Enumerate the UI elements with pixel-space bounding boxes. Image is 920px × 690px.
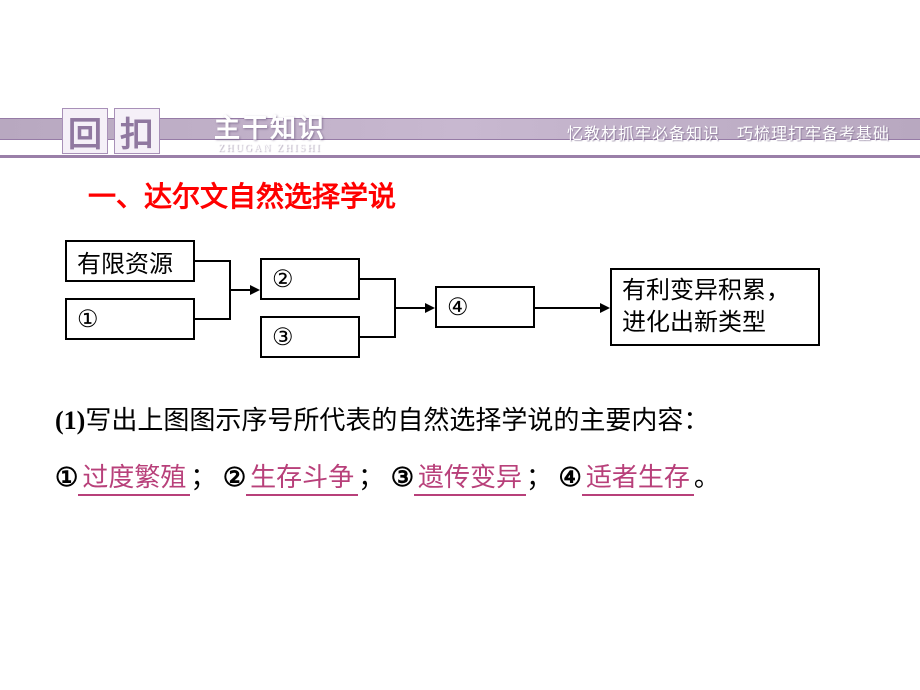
result-line2: 进化出新类型 (622, 307, 766, 339)
sep-2: ； (358, 463, 384, 492)
box-1: ① (65, 298, 195, 340)
box-2: ② (260, 258, 360, 300)
box-3: ③ (260, 316, 360, 358)
header-band: 回 扣 主干知识 ZHUGAN ZHISHI 忆教材抓牢必备知识 巧梳理打牢备考… (0, 100, 920, 155)
zhugan-cn: 主干知识 (190, 108, 350, 145)
ans-num-2: ② (223, 449, 246, 506)
ans-num-1: ① (55, 449, 78, 506)
huikou-char-1: 回 (62, 108, 108, 154)
sep-3: ； (526, 463, 552, 492)
ans-text-4: 适者生存 (582, 463, 694, 496)
flow-diagram: 有限资源 ① ② ③ ④ 有利变异积累， 进化出新类型 (55, 230, 865, 370)
ans-text-2: 生存斗争 (246, 463, 358, 496)
box-result: 有利变异积累， 进化出新类型 (610, 268, 820, 346)
box-resources: 有限资源 (65, 240, 195, 282)
ans-num-4: ④ (559, 449, 582, 506)
section-title: 一、达尔文自然选择学说 (88, 175, 396, 215)
band-right-text: 忆教材抓牢必备知识 巧梳理打牢备考基础 (567, 120, 890, 144)
q-prefix: (1) (55, 406, 85, 435)
sep-1: ； (190, 463, 216, 492)
ans-text-3: 遗传变异 (414, 463, 526, 496)
q-prompt: 写出上图图示序号所代表的自然选择学说的主要内容： (85, 406, 709, 435)
huikou-box: 回 扣 (62, 108, 160, 154)
question-block: (1)写出上图图示序号所代表的自然选择学说的主要内容： ①过度繁殖； ②生存斗争… (55, 392, 865, 506)
zhugan-block: 主干知识 ZHUGAN ZHISHI (190, 108, 350, 154)
ans-num-3: ③ (391, 449, 414, 506)
huikou-char-2: 扣 (114, 108, 160, 154)
end-mark: 。 (694, 463, 720, 492)
ans-text-1: 过度繁殖 (78, 463, 190, 496)
result-line1: 有利变异积累， (622, 275, 790, 307)
box-4: ④ (435, 286, 535, 328)
